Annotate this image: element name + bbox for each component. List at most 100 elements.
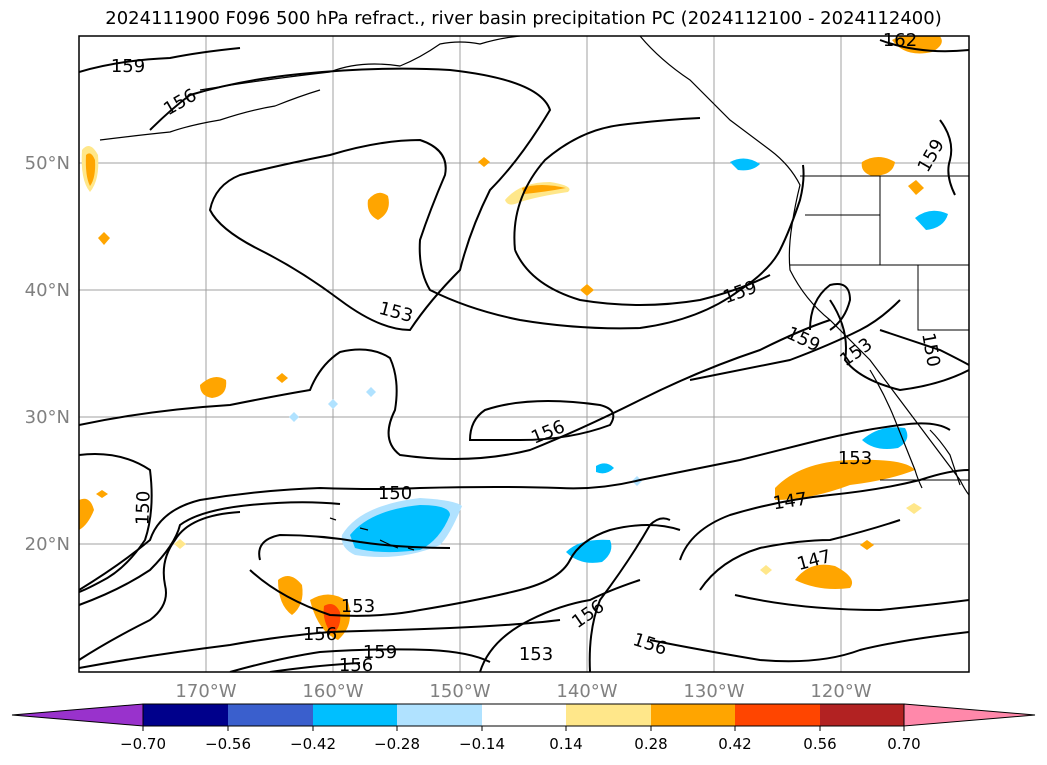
contour-label: 153	[838, 448, 872, 469]
precip-positive-blob	[860, 540, 874, 550]
colorbar-segment	[566, 704, 651, 726]
precip-negative-blob	[730, 158, 760, 171]
contour-label: 147	[772, 489, 809, 515]
contour-line	[79, 511, 241, 661]
precip-positive-blob	[775, 459, 915, 500]
contour-line	[149, 67, 805, 332]
lon-tick-label: 140°W	[556, 681, 617, 702]
alaska-peninsula	[99, 89, 321, 141]
colorbar-tick-label: −0.70	[120, 735, 166, 753]
lon-tick-label: 160°W	[302, 681, 363, 702]
borders	[790, 175, 969, 481]
precip-positive-blob	[174, 539, 186, 549]
gridlines	[79, 36, 969, 672]
colorbar-tick-label: 0.42	[718, 735, 751, 753]
colorbar-tick-label: 0.14	[549, 735, 582, 753]
contour-line	[734, 594, 969, 612]
precip-positive-blob	[908, 180, 924, 195]
lat-tick-label: 40°N	[25, 280, 70, 301]
precip-positive-blob	[367, 192, 389, 220]
contour-labels: 162 159 156 159 153 159 159 153 150 156 …	[111, 30, 949, 676]
precip-negative-blob	[350, 505, 450, 553]
lat-tick-label: 20°N	[25, 534, 70, 555]
colorbar-segment	[313, 704, 397, 726]
map-title: 2024111900 F096 500 hPa refract., river …	[105, 8, 942, 29]
contour-line	[229, 648, 491, 672]
colorbar-tick-label: 0.70	[887, 735, 920, 753]
contour-line	[79, 619, 561, 669]
colorbar-extend-high	[903, 703, 1036, 727]
contour-line	[588, 517, 671, 672]
lat-axis-labels: 50°N 40°N 30°N 20°N	[25, 153, 70, 555]
precip-negative-blob	[862, 427, 908, 449]
colorbar-tick-label: −0.28	[374, 735, 420, 753]
precip-positive-blob	[98, 232, 110, 245]
colorbar-segment	[397, 704, 482, 726]
contour-label: 156	[339, 655, 373, 676]
precip-positive-blob	[96, 490, 108, 498]
colorbar-extend-low	[11, 703, 144, 727]
height-contours	[79, 39, 969, 672]
contour-label: 150	[132, 490, 154, 525]
lon-tick-label: 150°W	[429, 681, 490, 702]
precip-positive-blob	[892, 36, 942, 54]
precip-positive-blob	[906, 503, 922, 514]
colorbar-tick-label: −0.56	[205, 735, 251, 753]
precip-positive-blob	[323, 604, 341, 634]
contour-line	[879, 329, 969, 366]
hawaii-islands	[329, 517, 415, 551]
precip-shading	[79, 36, 948, 640]
contour-label: 159	[111, 56, 145, 77]
contour-line	[809, 283, 852, 331]
contour-line	[689, 299, 901, 381]
colorbar: −0.70 −0.56 −0.42 −0.28 −0.14 0.14 0.28 …	[11, 703, 1036, 753]
contour-label: 153	[341, 596, 375, 617]
contour-line	[79, 422, 951, 591]
precip-positive-blob	[478, 157, 490, 167]
precip-negative-blob	[596, 463, 614, 474]
colorbar-segment	[820, 704, 904, 726]
contour-label: 150	[378, 483, 412, 504]
contour-label: 153	[519, 644, 553, 665]
colorbar-segment	[735, 704, 820, 726]
contour-line	[79, 47, 241, 73]
lon-tick-label: 170°W	[175, 681, 236, 702]
colorbar-segment	[482, 704, 566, 726]
contour-line	[258, 533, 451, 561]
precip-positive-blob	[580, 284, 594, 296]
lat-tick-label: 30°N	[25, 407, 70, 428]
precip-negative-blob	[915, 210, 948, 230]
contour-line	[649, 631, 969, 663]
precip-positive-blob	[276, 373, 288, 383]
contour-label: 156	[303, 624, 337, 645]
contour-line	[514, 249, 771, 306]
precip-positive-blob	[522, 185, 566, 194]
contour-line	[879, 39, 969, 53]
contour-line	[79, 453, 153, 593]
contour-line	[829, 299, 969, 392]
precip-positive-blob	[79, 498, 94, 530]
contour-line	[513, 117, 701, 251]
lat-tick-label: 50°N	[25, 153, 70, 174]
precip-negative-blob	[366, 387, 376, 397]
precip-negative-blob	[328, 399, 338, 409]
contour-label: 159	[363, 642, 397, 663]
contour-line	[79, 501, 341, 606]
colorbar-segment	[143, 704, 228, 726]
alaska-coast	[199, 36, 521, 91]
gulf-coast	[929, 429, 961, 486]
north-america-coast	[639, 36, 969, 496]
precip-negative-blob	[289, 412, 299, 422]
contour-label: 162	[883, 30, 917, 51]
map-frame	[78, 35, 970, 673]
contour-line	[79, 319, 831, 460]
lon-tick-label: 120°W	[810, 681, 871, 702]
precip-positive-blob	[278, 576, 303, 615]
colorbar-tick-label: −0.42	[290, 735, 336, 753]
colorbar-tick-label: 0.28	[634, 735, 667, 753]
contour-line	[679, 469, 969, 561]
precip-positive-blob	[795, 564, 853, 589]
colorbar-tick-label: 0.56	[803, 735, 836, 753]
precip-positive-blob	[85, 153, 96, 186]
